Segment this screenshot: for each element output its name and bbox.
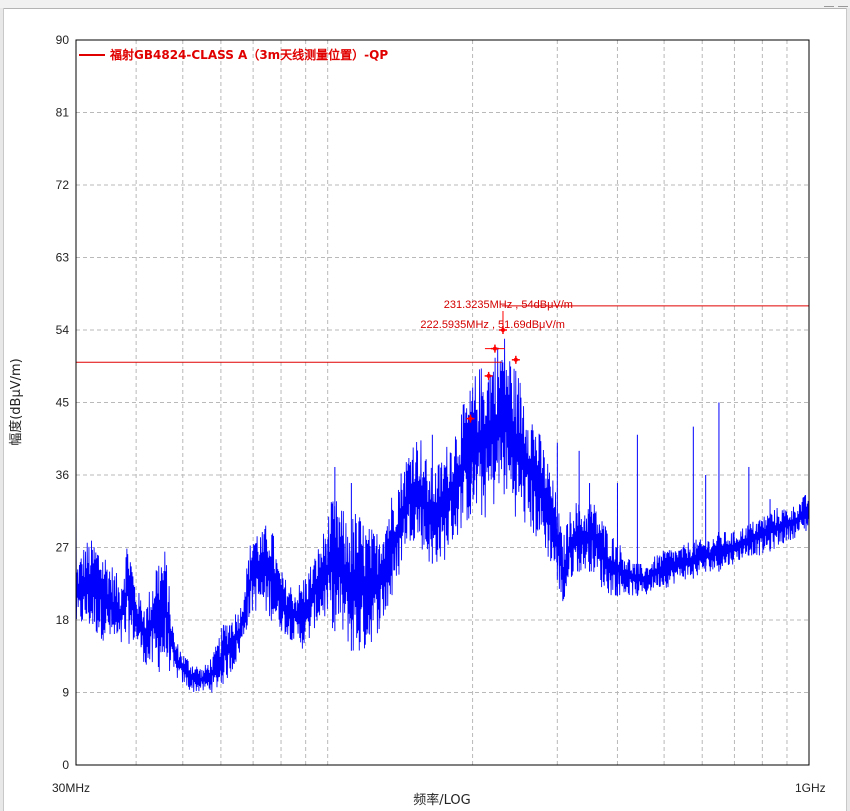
y-tick-label: 27 (56, 541, 70, 555)
y-tick-label: 90 (56, 33, 70, 47)
grid-lines (76, 40, 809, 765)
marker-label: 231.3235MHz , 54dBμV/m (444, 299, 573, 311)
peak-marker (511, 355, 520, 364)
peak-markers: 222.5935MHz , 51.69dBμV/m 231.3235MHz , 5… (420, 299, 573, 423)
y-tick-label: 45 (56, 396, 70, 410)
y-tick-label: 36 (56, 468, 70, 482)
y-tick-label: 18 (56, 613, 70, 627)
x-tick-label-start: 30MHz (52, 781, 90, 795)
y-tick-labels: 0 9 18 27 36 45 54 63 72 81 90 (56, 33, 70, 772)
limit-line (76, 305, 809, 363)
y-tick-label: 63 (56, 251, 70, 265)
plot-area-frame (75, 39, 810, 766)
y-tick-label: 0 (62, 758, 69, 772)
x-tick-label-end: 1GHz (795, 781, 826, 795)
spectrum-trace (75, 338, 810, 693)
y-tick-label: 9 (62, 686, 69, 700)
y-tick-label: 72 (56, 178, 70, 192)
y-tick-label: 81 (56, 106, 70, 120)
peak-marker (466, 414, 475, 423)
window-control-button[interactable] (824, 0, 834, 7)
window-left-frame (0, 8, 4, 811)
window-right-frame (846, 8, 850, 811)
y-tick-label: 54 (56, 323, 70, 337)
peak-marker (498, 326, 507, 334)
x-axis-title: 频率/LOG (413, 792, 470, 808)
peak-marker (484, 371, 493, 380)
y-axis-title: 幅度(dBμV/m) (8, 358, 24, 446)
legend-label: 福射GB4824-CLASS A（3m天线测量位置）-QP (109, 47, 388, 62)
trace-path (75, 338, 810, 693)
marker-label: 222.5935MHz , 51.69dBμV/m (420, 319, 565, 331)
legend: 福射GB4824-CLASS A（3m天线测量位置）-QP (79, 47, 388, 62)
window-control-button[interactable] (838, 0, 848, 7)
window-title-strip (0, 0, 850, 9)
